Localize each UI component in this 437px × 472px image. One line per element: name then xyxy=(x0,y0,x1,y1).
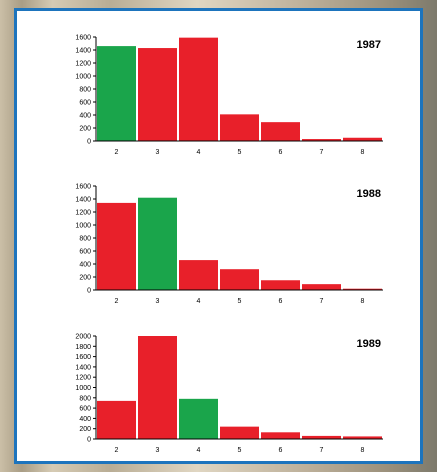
chart-title: 1988 xyxy=(357,188,381,200)
bar xyxy=(302,139,341,141)
y-tick-label: 600 xyxy=(79,406,91,413)
bar xyxy=(343,288,382,290)
x-tick-label: 3 xyxy=(156,149,160,156)
y-tick-label: 1800 xyxy=(75,344,91,351)
x-tick-label: 3 xyxy=(156,298,160,305)
chart-title: 1987 xyxy=(357,39,381,51)
x-tick-label: 2 xyxy=(115,447,119,454)
y-tick-label: 1600 xyxy=(75,354,91,361)
y-tick-label: 800 xyxy=(79,236,91,243)
y-tick-label: 1200 xyxy=(75,375,91,382)
y-tick-label: 1200 xyxy=(75,210,91,217)
bar xyxy=(302,284,341,290)
y-tick-label: 0 xyxy=(87,437,91,444)
x-tick-label: 2 xyxy=(115,298,119,305)
bar xyxy=(261,280,300,290)
bar xyxy=(138,197,177,290)
y-tick-label: 800 xyxy=(79,87,91,94)
y-tick-label: 600 xyxy=(79,249,91,256)
x-tick-label: 5 xyxy=(238,149,242,156)
y-tick-label: 200 xyxy=(79,126,91,133)
bar xyxy=(97,46,136,141)
x-tick-label: 6 xyxy=(279,447,283,454)
x-tick-label: 3 xyxy=(156,447,160,454)
bar xyxy=(179,37,218,141)
y-tick-label: 2000 xyxy=(75,334,91,341)
y-tick-label: 1600 xyxy=(75,184,91,191)
x-tick-label: 5 xyxy=(238,298,242,305)
x-tick-label: 4 xyxy=(197,149,201,156)
bar xyxy=(97,400,136,439)
bar xyxy=(343,137,382,141)
bar xyxy=(220,114,259,141)
bar xyxy=(138,336,177,439)
bar xyxy=(220,426,259,439)
x-tick-label: 8 xyxy=(361,447,365,454)
x-tick-label: 4 xyxy=(197,447,201,454)
y-tick-label: 1000 xyxy=(75,223,91,230)
y-tick-label: 1000 xyxy=(75,385,91,392)
chart-panel: 0 200 400 600 800 1000 1200 1400 1600 2 3 4 5 6 7 8 1987… xyxy=(14,8,423,464)
y-tick-label: 1400 xyxy=(75,48,91,55)
y-tick-label: 0 xyxy=(87,139,91,146)
y-tick-label: 200 xyxy=(79,426,91,433)
y-tick-label: 600 xyxy=(79,100,91,107)
y-tick-label: 0 xyxy=(87,288,91,295)
bar xyxy=(343,436,382,439)
y-tick-label: 1000 xyxy=(75,74,91,81)
bar xyxy=(138,48,177,141)
x-tick-label: 5 xyxy=(238,447,242,454)
bar xyxy=(302,435,341,439)
y-tick-label: 800 xyxy=(79,395,91,402)
chart-title: 1989 xyxy=(357,338,381,350)
y-tick-label: 400 xyxy=(79,113,91,120)
x-tick-label: 2 xyxy=(115,149,119,156)
bar xyxy=(179,398,218,439)
y-tick-label: 400 xyxy=(79,416,91,423)
bar xyxy=(261,122,300,141)
bar xyxy=(220,269,259,290)
x-tick-label: 7 xyxy=(320,298,324,305)
y-tick-label: 400 xyxy=(79,262,91,269)
y-tick-label: 1400 xyxy=(75,197,91,204)
y-tick-label: 1200 xyxy=(75,61,91,68)
bar xyxy=(179,260,218,290)
x-tick-label: 6 xyxy=(279,298,283,305)
x-tick-label: 6 xyxy=(279,149,283,156)
bar xyxy=(97,202,136,290)
x-tick-label: 8 xyxy=(361,149,365,156)
x-tick-label: 8 xyxy=(361,298,365,305)
x-tick-label: 7 xyxy=(320,149,324,156)
y-tick-label: 1400 xyxy=(75,364,91,371)
x-tick-label: 4 xyxy=(197,298,201,305)
y-tick-label: 200 xyxy=(79,275,91,282)
bar xyxy=(261,432,300,439)
y-tick-label: 1600 xyxy=(75,35,91,42)
x-tick-label: 7 xyxy=(320,447,324,454)
